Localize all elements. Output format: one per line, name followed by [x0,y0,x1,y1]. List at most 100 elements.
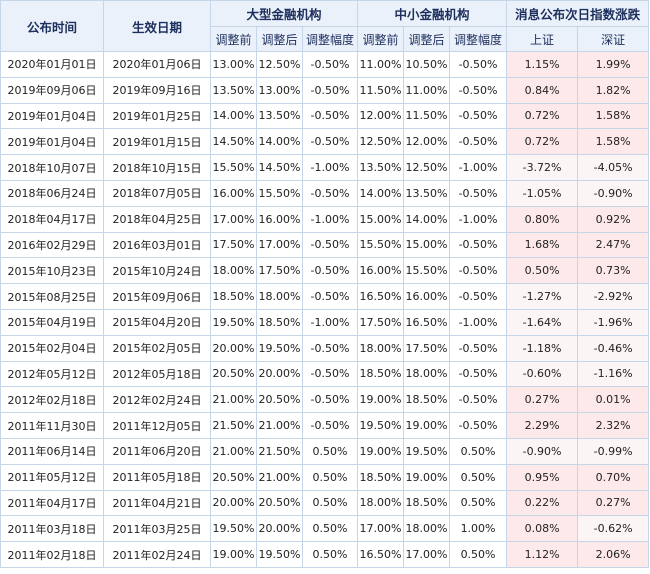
small-change-cell: -0.50% [449,128,508,156]
shenzhen-change-cell: 0.01% [577,386,650,414]
large-change-header: 调整幅度 [301,26,359,52]
small-change-cell: -0.50% [449,231,508,259]
shenzhen-change-cell: -0.90% [577,179,650,207]
effective-date-cell: 2012年02月24日 [103,386,211,414]
large-after-cell: 16.00% [256,205,303,233]
shenzhen-change-cell: 1.99% [577,51,650,78]
large-change-cell: 0.50% [301,437,359,465]
small-after-header: 调整后 [403,26,451,52]
large-change-cell: -0.50% [301,386,359,414]
small-change-cell: -0.50% [449,257,508,285]
effective-date-header: 生效日期 [103,0,211,52]
table-row: 2019年01月04日 2019年01月15日 14.50% 14.00% -0.50%… [0,128,650,156]
announce-date-cell: 2012年02月18日 [0,386,104,414]
shenzhen-header: 深证 [577,26,650,52]
small-before-cell: 18.00% [357,334,405,362]
shanghai-change-cell: -1.18% [506,334,579,362]
table-row: 2018年04月17日 2018年04月25日 17.00% 16.00% -1.00%… [0,205,650,233]
large-before-cell: 21.00% [210,437,257,465]
large-after-cell: 13.00% [256,76,303,104]
large-after-cell: 12.50% [256,51,303,78]
small-after-cell: 17.50% [403,334,451,362]
effective-date-cell: 2019年01月15日 [103,128,211,156]
large-after-cell: 21.00% [256,463,303,491]
shanghai-change-cell: 0.80% [506,205,579,233]
announce-date-cell: 2012年05月12日 [0,360,104,388]
large-before-cell: 13.00% [210,51,257,78]
announce-date-cell: 2011年11月30日 [0,412,104,439]
small-before-cell: 15.50% [357,231,405,259]
header-row-groups: 公布时间 生效日期 大型金融机构 中小金融机构 消息公布次日指数涨跌 [0,0,650,52]
shanghai-header: 上证 [506,26,579,52]
shanghai-change-cell: -0.90% [506,437,579,465]
table-row: 2011年11月30日 2011年12月05日 21.50% 21.00% -0.50%… [0,412,650,439]
small-institutions-header: 中小金融机构 [357,0,508,27]
small-after-cell: 16.50% [403,308,451,336]
small-after-cell: 17.00% [403,541,451,568]
announce-date-cell: 2019年01月04日 [0,102,104,130]
small-before-cell: 18.50% [357,360,405,388]
effective-date-cell: 2020年01月06日 [103,51,211,78]
small-before-cell: 14.00% [357,179,405,207]
shanghai-change-cell: 1.12% [506,541,579,568]
table-row: 2011年05月12日 2011年05月18日 20.50% 21.00% 0.50% 1… [0,463,650,491]
small-change-cell: -0.50% [449,102,508,130]
small-before-cell: 11.50% [357,76,405,104]
announce-date-cell: 2015年02月04日 [0,334,104,362]
table-row: 2018年10月07日 2018年10月15日 15.50% 14.50% -1.00%… [0,154,650,181]
shanghai-change-cell: 0.27% [506,386,579,414]
small-change-cell: -1.00% [449,154,508,181]
small-before-header: 调整前 [357,26,405,52]
large-change-cell: -0.50% [301,102,359,130]
large-after-cell: 18.50% [256,308,303,336]
large-before-cell: 20.50% [210,463,257,491]
large-change-cell: -0.50% [301,334,359,362]
announce-date-cell: 2015年04月19日 [0,308,104,336]
small-change-cell: 0.50% [449,541,508,568]
announce-date-cell: 2011年05月12日 [0,463,104,491]
announce-date-cell: 2019年09月06日 [0,76,104,104]
small-after-cell: 19.00% [403,463,451,491]
small-change-cell: -0.50% [449,179,508,207]
large-change-cell: -1.00% [301,154,359,181]
small-change-cell: -1.00% [449,205,508,233]
small-after-cell: 11.00% [403,76,451,104]
effective-date-cell: 2018年04月25日 [103,205,211,233]
large-after-cell: 20.00% [256,515,303,543]
large-after-cell: 17.50% [256,257,303,285]
shenzhen-change-cell: -0.99% [577,437,650,465]
large-before-cell: 20.00% [210,489,257,517]
shanghai-change-cell: 0.95% [506,463,579,491]
small-after-cell: 13.50% [403,179,451,207]
large-change-cell: 0.50% [301,541,359,568]
shenzhen-change-cell: 0.92% [577,205,650,233]
large-after-cell: 19.50% [256,541,303,568]
large-after-cell: 21.50% [256,437,303,465]
table-row: 2011年02月18日 2011年02月24日 19.00% 19.50% 0.50% 1… [0,541,650,568]
shenzhen-change-cell: 2.06% [577,541,650,568]
small-before-cell: 19.00% [357,386,405,414]
small-before-cell: 11.00% [357,51,405,78]
large-change-cell: -0.50% [301,231,359,259]
large-before-cell: 20.00% [210,334,257,362]
large-institutions-header: 大型金融机构 [209,0,359,27]
shenzhen-change-cell: 2.32% [577,412,650,439]
shenzhen-change-cell: 0.73% [577,257,650,285]
effective-date-cell: 2012年05月18日 [103,360,211,388]
shanghai-change-cell: -1.27% [506,283,579,310]
small-change-header: 调整幅度 [449,26,508,52]
shenzhen-change-cell: 0.27% [577,489,650,517]
small-before-cell: 18.00% [357,489,405,517]
large-change-cell: -1.00% [301,205,359,233]
index-change-header: 消息公布次日指数涨跌 [506,0,650,27]
table-row: 2020年01月01日 2020年01月06日 13.00% 12.50% -0.50%… [0,51,650,78]
small-change-cell: 0.50% [449,437,508,465]
small-after-cell: 10.50% [403,51,451,78]
table-row: 2015年02月04日 2015年02月05日 20.00% 19.50% -0.50%… [0,334,650,362]
shanghai-change-cell: 0.72% [506,102,579,130]
shenzhen-change-cell: 1.82% [577,76,650,104]
large-before-cell: 19.50% [210,308,257,336]
large-after-cell: 13.50% [256,102,303,130]
small-change-cell: -0.50% [449,283,508,310]
